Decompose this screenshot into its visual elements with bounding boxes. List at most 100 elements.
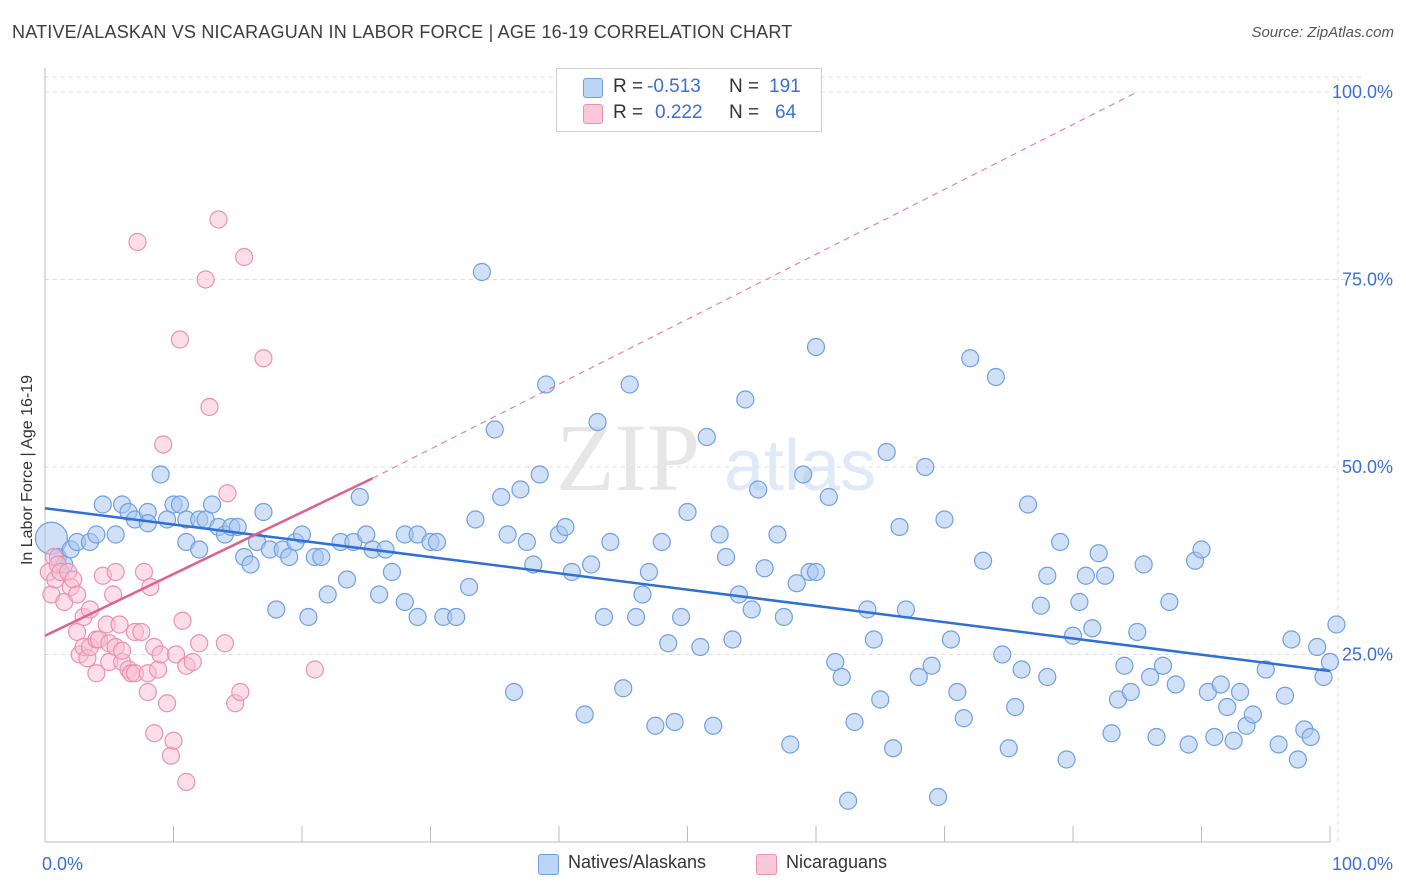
natives-point — [768, 525, 787, 544]
correlation-legend: R = -0.513 N = 191 R = 0.222 N = 64 — [556, 68, 822, 132]
bottom-legend-swatch-blue — [538, 854, 559, 875]
natives-point — [350, 487, 369, 507]
natives-point — [511, 480, 530, 499]
bottom-legend-natives-label: Natives/Alaskans — [568, 852, 707, 872]
natives-point — [1269, 735, 1288, 754]
natives-point — [1140, 667, 1160, 687]
natives-point — [890, 517, 909, 537]
nicaraguan-point — [151, 645, 170, 664]
natives-point — [742, 600, 761, 619]
nicaraguan-point — [148, 660, 168, 679]
natives-point — [935, 510, 954, 529]
nicaraguan-trend-line — [44, 477, 374, 637]
natives-point — [826, 652, 845, 672]
nicaraguan-point — [145, 724, 164, 743]
nicaraguan-point — [215, 634, 234, 653]
nicaraguan-point — [254, 349, 273, 368]
natives-point — [170, 495, 190, 514]
natives-point — [1282, 630, 1301, 649]
bottom-legend-nicaraguans-label: Nicaraguans — [786, 852, 888, 872]
natives-point — [1057, 750, 1076, 769]
natives-point — [492, 487, 511, 507]
natives-point — [202, 495, 222, 514]
natives-point — [382, 562, 402, 582]
natives-point — [1070, 592, 1089, 612]
y-tick-label: 25.0% — [1342, 645, 1393, 665]
natives-point — [659, 634, 678, 653]
natives-point — [819, 487, 838, 507]
natives-point — [646, 716, 665, 735]
natives-point — [87, 525, 106, 544]
natives-point — [986, 367, 1006, 387]
natives-point — [691, 637, 710, 657]
natives-point — [504, 682, 524, 702]
natives-point — [928, 787, 948, 807]
natives-point — [254, 502, 273, 522]
natives-point — [537, 375, 556, 394]
nicaraguan-point — [87, 664, 106, 683]
natives-point — [395, 592, 414, 612]
natives-point — [267, 600, 286, 619]
natives-point — [459, 577, 479, 597]
natives-point — [1038, 667, 1057, 687]
natives-point — [710, 525, 729, 544]
natives-point — [312, 547, 331, 567]
natives-point — [626, 607, 646, 627]
natives-point — [678, 502, 697, 522]
natives-point — [1083, 619, 1102, 638]
nicaraguan-point — [218, 484, 237, 503]
natives-point — [594, 607, 614, 627]
natives-point — [665, 712, 684, 732]
natives-trend-line — [44, 507, 1331, 673]
natives-point — [1160, 592, 1179, 612]
x-tick-label-left: 0.0% — [42, 854, 83, 874]
natives-point — [993, 645, 1012, 664]
nicaraguan-point — [68, 585, 87, 604]
natives-point — [749, 480, 768, 499]
natives-point — [787, 574, 806, 593]
watermark-zip: ZIP — [556, 404, 700, 511]
natives-point — [877, 442, 896, 462]
axes — [44, 68, 1331, 843]
natives-point — [697, 427, 716, 447]
natives-point — [961, 349, 980, 368]
legend-swatch-blue — [583, 78, 603, 98]
natives-point — [1243, 705, 1263, 724]
nicaraguan-trend-extension — [372, 91, 1138, 479]
natives-point — [1288, 750, 1307, 769]
natives-point — [1256, 660, 1275, 679]
nicaraguan-point — [134, 562, 154, 582]
natives-point — [806, 337, 826, 357]
natives-point — [588, 412, 607, 432]
natives-point — [562, 562, 581, 582]
natives-point — [292, 525, 312, 544]
nicaraguan-points — [39, 210, 324, 792]
natives-point — [999, 739, 1018, 758]
natives-point — [1327, 615, 1346, 634]
natives-point — [1192, 540, 1211, 559]
natives-point — [1031, 596, 1050, 615]
natives-point — [864, 630, 883, 649]
nicaraguan-point — [190, 634, 209, 653]
natives-point — [794, 465, 813, 484]
natives-point — [883, 739, 903, 758]
nicaraguan-point — [177, 772, 196, 792]
trend-lines — [44, 91, 1331, 673]
natives-point — [723, 630, 742, 649]
natives-point — [1018, 495, 1038, 514]
natives-point — [1211, 675, 1230, 694]
x-tick-label-right: 100.0% — [1332, 854, 1393, 874]
legend-r-label: R = — [613, 76, 644, 97]
bottom-legend-swatch-pink — [756, 854, 777, 875]
y-tick-label: 75.0% — [1342, 270, 1393, 290]
nicaraguan-point — [112, 641, 132, 660]
natives-point — [357, 525, 376, 544]
natives-point — [755, 559, 774, 578]
natives-point — [408, 607, 427, 627]
nicaraguan-point — [196, 270, 215, 289]
nicaraguan-point — [173, 611, 192, 630]
natives-point — [472, 262, 491, 282]
natives-point — [954, 709, 973, 728]
natives-point — [781, 735, 800, 754]
